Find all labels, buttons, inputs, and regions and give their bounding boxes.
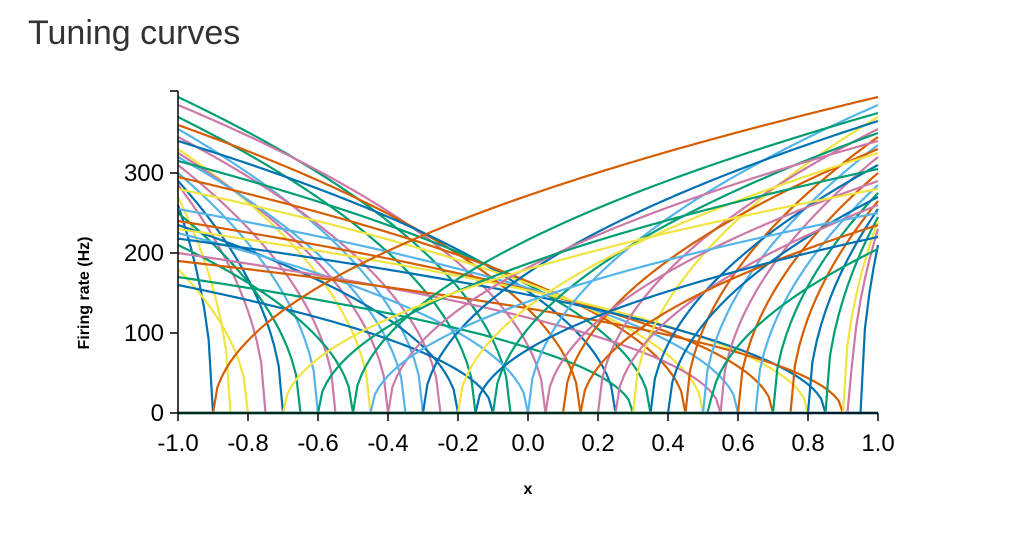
- y-tick-label-3: 300: [124, 160, 164, 187]
- tuning-curve-51: [178, 187, 879, 415]
- tuning-curve-61: [178, 228, 880, 415]
- tuning-curve-16: [177, 184, 878, 415]
- x-tick-label-7: 0.4: [651, 430, 684, 457]
- chart-title: Tuning curves: [28, 14, 241, 52]
- tuning-curve-58: [178, 216, 879, 415]
- x-tick-label-8: 0.6: [721, 430, 754, 457]
- y-tick-label-0: 0: [151, 400, 164, 427]
- y-axis-label: Firing rate (Hz): [76, 237, 93, 350]
- tuning-curve-7: [177, 139, 878, 415]
- tuning-curve-40: [178, 136, 879, 415]
- tuning-curve-42: [178, 144, 879, 415]
- curve-layer: [176, 95, 880, 415]
- x-tick-label-0: -1.0: [157, 430, 198, 457]
- x-tick-label-2: -0.6: [297, 430, 338, 457]
- x-tick-label-5: 0.0: [511, 430, 544, 457]
- tuning-curve-49: [178, 179, 879, 415]
- y-tick-label-2: 200: [124, 240, 164, 267]
- tuning-curve-6: [177, 136, 878, 415]
- x-tick-label-3: -0.4: [367, 430, 408, 457]
- x-tick-label-9: 0.8: [791, 430, 824, 457]
- tuning-curve-50: [178, 184, 879, 415]
- tuning-curve-26: [177, 237, 878, 415]
- tuning-curve-15: [177, 180, 878, 415]
- tuning-curve-28: [177, 251, 878, 415]
- x-axis-label: x: [524, 481, 533, 498]
- tuning-curve-24: [177, 227, 878, 415]
- x-tick-label-10: 1.0: [861, 430, 894, 457]
- x-tick-label-1: -0.8: [227, 430, 268, 457]
- tuning-curve-33: [178, 95, 879, 415]
- x-tick-label-4: -0.2: [437, 430, 478, 457]
- x-tick-label-6: 0.2: [581, 430, 614, 457]
- axes-layer: -1.0 -0.8 -0.6 -0.4 -0.2 0.0 0.2 0.4 0.6 0.8 1.0 0 1…: [76, 90, 895, 498]
- y-tick-label-1: 100: [124, 320, 164, 347]
- tuning-curve-41: [178, 139, 879, 415]
